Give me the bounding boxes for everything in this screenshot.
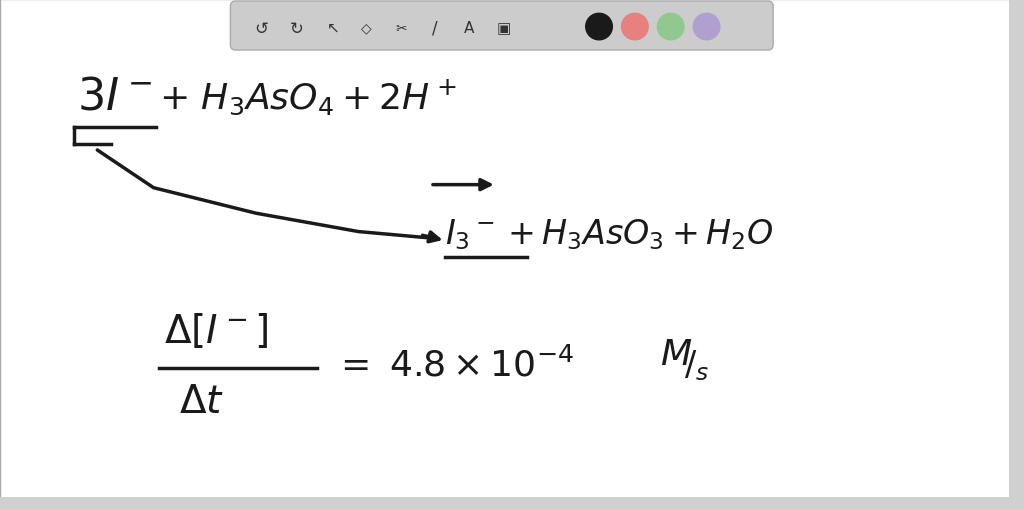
Text: $M$: $M$ <box>660 337 692 371</box>
Text: ◇: ◇ <box>361 21 372 36</box>
Text: A: A <box>464 21 474 36</box>
Text: ✂: ✂ <box>395 21 408 36</box>
Text: ↺: ↺ <box>254 19 268 38</box>
Text: ▣: ▣ <box>497 21 511 36</box>
Circle shape <box>657 14 684 41</box>
Text: ↖: ↖ <box>327 21 339 36</box>
Text: $= \ 4.8 \times 10^{-4}$: $= \ 4.8 \times 10^{-4}$ <box>333 347 573 382</box>
Text: $/_{s}$: $/_{s}$ <box>684 347 710 382</box>
Text: $\Delta t$: $\Delta t$ <box>179 384 224 420</box>
Circle shape <box>693 14 720 41</box>
Circle shape <box>586 14 612 41</box>
FancyBboxPatch shape <box>0 497 1024 509</box>
FancyBboxPatch shape <box>1009 0 1024 509</box>
Text: /: / <box>432 19 438 38</box>
Text: $\mathit{I_3}^- + H_3AsO_3 + H_2O$: $\mathit{I_3}^- + H_3AsO_3 + H_2O$ <box>445 217 774 251</box>
Text: ↻: ↻ <box>290 19 304 38</box>
Circle shape <box>622 14 648 41</box>
Text: $+ \ H_3AsO_4 + 2H^+$: $+ \ H_3AsO_4 + 2H^+$ <box>159 77 457 117</box>
FancyBboxPatch shape <box>230 2 773 51</box>
Text: $3\mathit{I}^-$: $3\mathit{I}^-$ <box>77 75 153 118</box>
Text: $\Delta[\mathit{I}^-]$: $\Delta[\mathit{I}^-]$ <box>164 312 268 350</box>
